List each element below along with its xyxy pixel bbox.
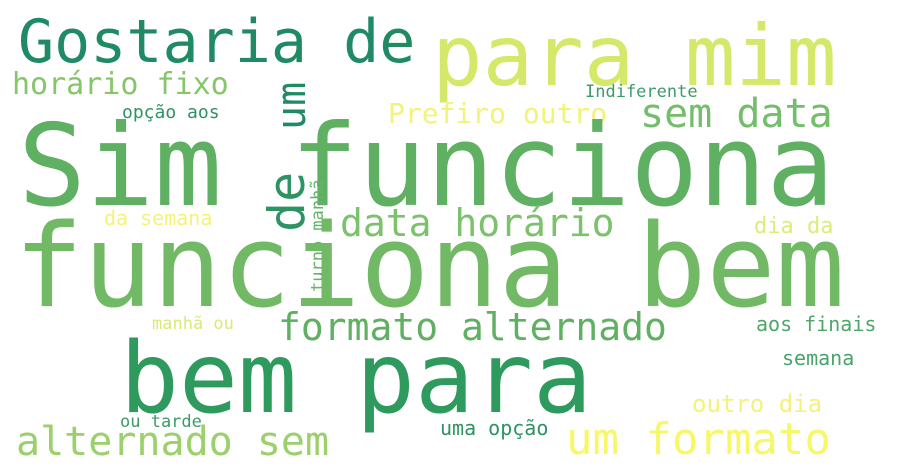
word-outro-dia: outro dia	[692, 390, 823, 418]
word-uma-opcao: uma opção	[440, 416, 549, 440]
word-manha-ou: manhã ou	[152, 314, 234, 334]
word-aos-finais: aos finais	[756, 312, 877, 336]
word-para-mim: para mim	[432, 7, 837, 105]
word-formato-alternado: formato alternado	[278, 305, 667, 349]
word-ou-tarde: ou tarde	[120, 412, 202, 432]
word-da-semana: da semana	[104, 206, 213, 230]
word-sem-data: sem data	[640, 91, 833, 137]
word-horario-fixo: horário fixo	[12, 67, 229, 102]
word-bem-para: bem para	[120, 322, 593, 436]
word-indiferente: Indiferente	[585, 82, 698, 102]
word-prefiro-outro: Prefiro outro	[388, 97, 608, 130]
word-funciona-bem: funciona bem	[14, 200, 845, 334]
word-dia-da: dia da	[754, 214, 834, 239]
word-semana: semana	[782, 346, 855, 370]
word-um-formato: um formato	[566, 414, 831, 465]
word-opcao-aos: opção aos	[122, 102, 220, 123]
word-alternado-sem: alternado sem	[16, 419, 330, 465]
word-gostaria-de: Gostaria de	[18, 7, 416, 77]
word-sim-funciona: Sim funciona	[18, 100, 835, 232]
word-data-horario: data horário	[340, 201, 615, 245]
